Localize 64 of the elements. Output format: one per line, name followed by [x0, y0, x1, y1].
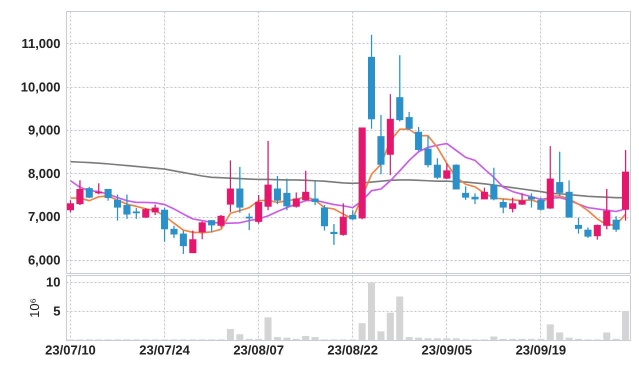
candlestick	[255, 194, 262, 224]
candlestick	[518, 192, 526, 206]
x-tick-label: 23/09/19	[516, 342, 566, 358]
candlestick	[406, 111, 413, 131]
candlestick	[123, 194, 130, 220]
candlestick	[302, 170, 310, 202]
candlestick	[66, 200, 74, 213]
y-tick-label: 5	[53, 303, 60, 318]
candlestick	[180, 230, 187, 255]
candlestick	[574, 216, 582, 234]
candlestick	[415, 126, 422, 152]
candlestick	[594, 224, 601, 240]
candlestick	[537, 197, 544, 212]
candlestick	[500, 198, 507, 214]
x-tick-label: 23/09/05	[421, 342, 472, 358]
candlestick	[95, 182, 102, 195]
x-tick-label: 23/08/22	[327, 342, 378, 358]
y-axis-title: 10⁶	[27, 298, 42, 318]
x-tick-label: 23/07/24	[139, 342, 191, 358]
y-tick-label: 8,000	[28, 166, 60, 181]
candlestick	[274, 175, 281, 205]
candlestick	[246, 212, 253, 231]
candlestick	[471, 192, 479, 205]
candlestick	[189, 230, 196, 254]
y-tick-label: 10,000	[20, 79, 60, 94]
candlestick	[462, 186, 470, 200]
candlestick	[612, 216, 620, 232]
candlestick	[330, 223, 338, 246]
candlestick	[114, 194, 122, 222]
candlestick	[292, 192, 300, 208]
y-tick-label: 7,000	[28, 209, 60, 224]
candlestick	[556, 151, 564, 197]
candlestick	[208, 220, 216, 233]
candlestick	[509, 197, 516, 213]
candlestick	[603, 188, 610, 230]
candlestick	[170, 225, 178, 239]
candlestick	[480, 187, 488, 200]
candlestick	[424, 136, 432, 168]
candlestick	[434, 158, 441, 180]
candlestick	[443, 162, 450, 180]
candlestick	[584, 226, 592, 239]
candlestick	[396, 54, 404, 122]
candlestick	[264, 140, 272, 211]
y-tick-label: 10	[46, 274, 60, 290]
y-tick-label: 9,000	[28, 122, 60, 138]
y-tick-label: 6,000	[28, 252, 60, 268]
x-tick-label: 23/08/07	[233, 342, 284, 358]
y-tick-label: 11,000	[21, 36, 60, 51]
candlestick	[217, 214, 225, 228]
x-tick-label: 23/07/10	[45, 342, 96, 358]
candlestick	[283, 178, 290, 211]
candlestick	[226, 160, 234, 213]
candlestick	[142, 207, 150, 219]
candlestick	[490, 167, 498, 201]
candlestick	[86, 186, 93, 199]
candlestick	[340, 202, 347, 236]
candlestick	[76, 180, 84, 206]
candlestick	[161, 207, 168, 242]
candlestick	[236, 166, 244, 214]
candlestick	[528, 192, 535, 208]
candlestick	[312, 180, 319, 206]
candlestick	[152, 204, 159, 216]
candlestick	[320, 204, 328, 232]
candlestick	[198, 220, 206, 240]
